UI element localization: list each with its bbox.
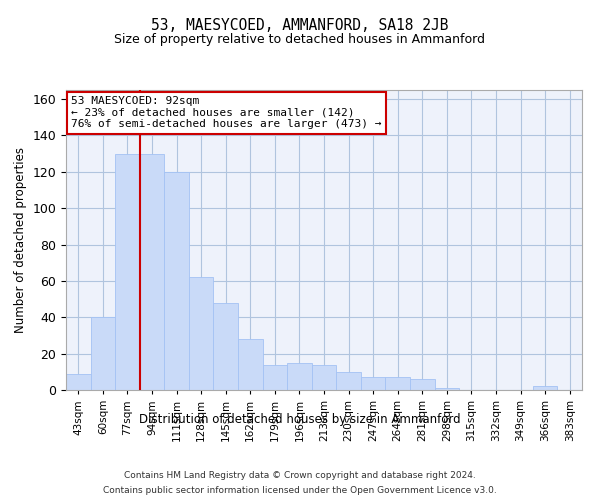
Bar: [91, 318, 115, 390]
Bar: [140, 154, 164, 390]
Text: Size of property relative to detached houses in Ammanford: Size of property relative to detached ho…: [115, 32, 485, 46]
Bar: [361, 378, 385, 390]
Text: Contains HM Land Registry data © Crown copyright and database right 2024.: Contains HM Land Registry data © Crown c…: [124, 471, 476, 480]
Text: 53, MAESYCOED, AMMANFORD, SA18 2JB: 53, MAESYCOED, AMMANFORD, SA18 2JB: [151, 18, 449, 32]
Bar: [238, 339, 263, 390]
Bar: [214, 302, 238, 390]
Text: 53 MAESYCOED: 92sqm
← 23% of detached houses are smaller (142)
76% of semi-detac: 53 MAESYCOED: 92sqm ← 23% of detached ho…: [71, 96, 382, 129]
Bar: [115, 154, 140, 390]
Bar: [263, 364, 287, 390]
Bar: [312, 364, 336, 390]
Bar: [533, 386, 557, 390]
Bar: [189, 278, 214, 390]
Bar: [385, 378, 410, 390]
Y-axis label: Number of detached properties: Number of detached properties: [14, 147, 27, 333]
Bar: [287, 362, 312, 390]
Bar: [164, 172, 189, 390]
Bar: [410, 379, 434, 390]
Bar: [336, 372, 361, 390]
Text: Contains public sector information licensed under the Open Government Licence v3: Contains public sector information licen…: [103, 486, 497, 495]
Bar: [66, 374, 91, 390]
Bar: [434, 388, 459, 390]
Text: Distribution of detached houses by size in Ammanford: Distribution of detached houses by size …: [139, 412, 461, 426]
